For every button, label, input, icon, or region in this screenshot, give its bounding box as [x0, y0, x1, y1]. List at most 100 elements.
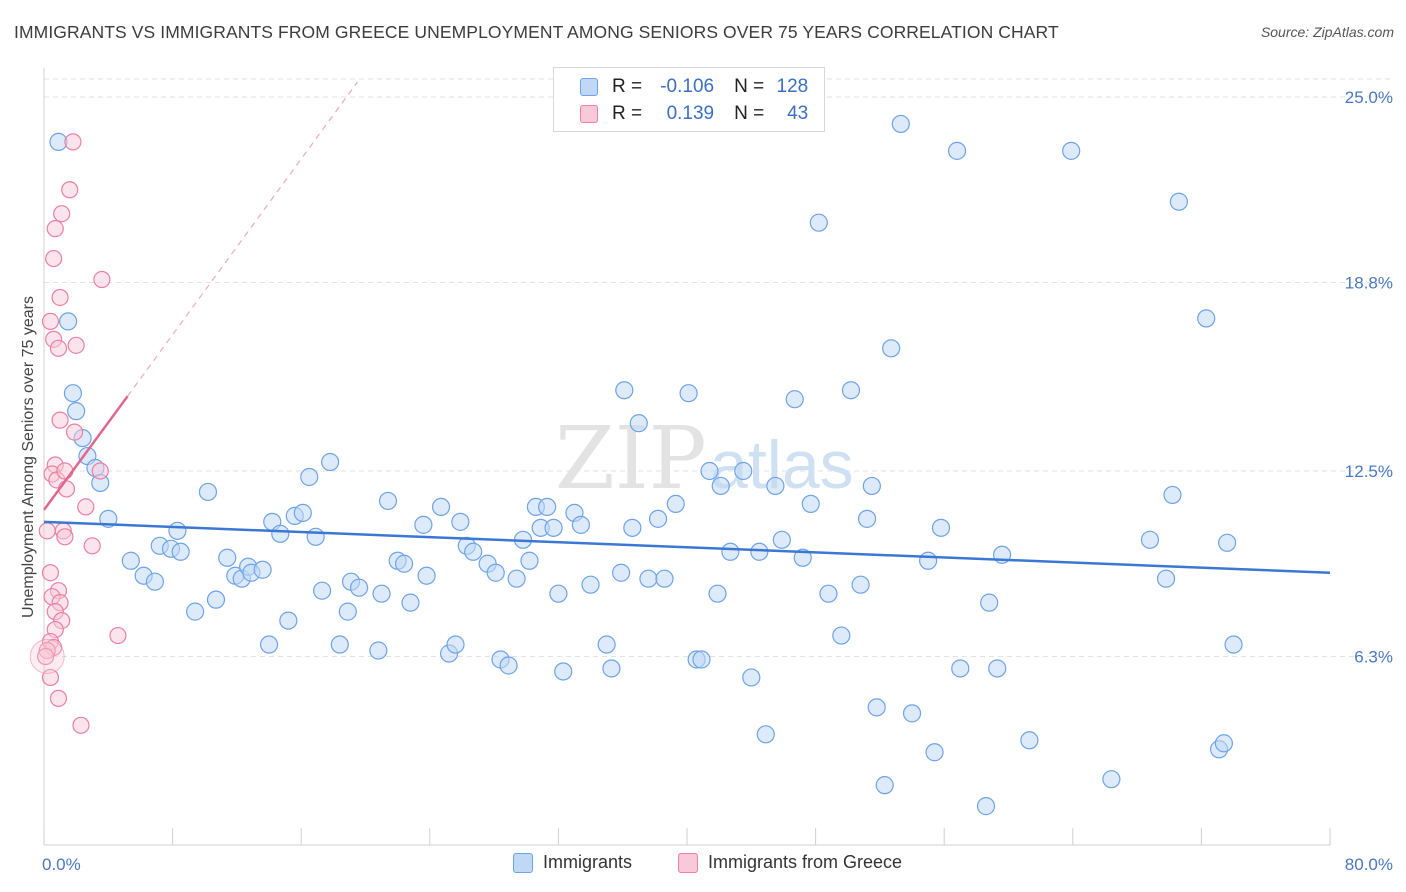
point-immigrants	[857, 509, 877, 528]
point-immigrants	[648, 509, 668, 528]
x-tick-label-max: 80.0%	[1345, 855, 1393, 874]
point-immigrants	[431, 497, 451, 517]
point-immigrants	[809, 213, 828, 232]
point-immigrants	[369, 641, 388, 660]
point-immigrants	[293, 503, 312, 522]
point-immigrants	[259, 635, 279, 654]
point-immigrants	[312, 581, 332, 600]
point-immigrants	[520, 551, 539, 570]
point-immigrants	[271, 524, 290, 543]
point-greece	[51, 288, 69, 307]
point-immigrants	[750, 542, 769, 561]
point-immigrants	[168, 521, 187, 540]
point-immigrants	[976, 797, 996, 816]
point-immigrants	[1169, 192, 1188, 211]
point-greece	[45, 249, 63, 268]
point-immigrants	[756, 725, 775, 744]
point-greece	[53, 205, 71, 223]
point-immigrants	[602, 659, 621, 678]
trend-line-greece-extension	[127, 81, 358, 397]
point-immigrants	[639, 569, 658, 588]
stats-legend: R = -0.106 N = 128 R = 0.139 N = 43	[553, 67, 825, 132]
point-immigrants	[919, 551, 938, 570]
series-legend: Immigrants Immigrants from Greece	[0, 852, 1406, 876]
point-immigrants	[451, 512, 470, 531]
point-immigrants	[655, 569, 674, 588]
point-immigrants	[218, 548, 237, 567]
legend-r-label: R =	[612, 103, 643, 124]
point-greece	[56, 462, 74, 480]
point-immigrants	[597, 635, 616, 654]
axes	[43, 68, 1331, 846]
point-immigrants	[499, 656, 518, 675]
y-tick-label: 12.5%	[1345, 462, 1393, 481]
legend-row-immigrants: R = -0.106 N = 128	[580, 74, 808, 100]
x-tick-label-min: 0.0%	[42, 855, 81, 874]
point-immigrants	[1020, 731, 1039, 750]
point-greece	[91, 462, 109, 480]
point-immigrants	[611, 563, 631, 582]
point-greece	[46, 220, 64, 238]
legend-n-value-greece: 43	[787, 103, 809, 124]
point-immigrants	[330, 635, 349, 654]
point-greece	[49, 689, 68, 707]
point-immigrants	[417, 566, 436, 585]
point-immigrants	[171, 542, 190, 561]
y-tick-label: 25.0%	[1345, 88, 1393, 107]
point-immigrants	[785, 390, 804, 409]
point-immigrants	[666, 494, 685, 514]
legend-swatch-immigrants	[580, 78, 598, 96]
point-greece	[72, 716, 90, 734]
point-immigrants	[708, 584, 727, 603]
point-immigrants	[414, 515, 433, 534]
point-immigrants	[951, 659, 970, 678]
point-immigrants	[464, 542, 483, 561]
trend-lines	[42, 81, 1331, 574]
point-immigrants	[1218, 533, 1237, 552]
legend-r-label: R =	[612, 76, 643, 97]
point-immigrants	[1163, 485, 1182, 505]
point-immigrants	[544, 518, 563, 537]
legend-n-label: N =	[734, 103, 765, 124]
legend-row-greece: R = 0.139 N = 43	[580, 101, 808, 127]
y-axis-label: Unemployment Among Seniors over 75 years	[20, 296, 37, 618]
series-legend-greece[interactable]: Immigrants from Greece	[678, 852, 902, 873]
point-immigrants	[538, 497, 557, 517]
point-immigrants	[1062, 141, 1081, 160]
series-legend-immigrants[interactable]: Immigrants	[513, 852, 632, 873]
point-immigrants	[446, 635, 465, 654]
point-immigrants	[891, 114, 910, 134]
legend-swatch-greece	[580, 105, 598, 123]
point-greece	[67, 336, 85, 354]
trend-line-greece	[42, 395, 129, 511]
point-greece	[37, 647, 55, 666]
point-immigrants	[851, 575, 870, 594]
point-immigrants	[629, 414, 648, 433]
point-greece	[93, 270, 111, 289]
point-immigrants	[692, 650, 711, 669]
point-immigrants	[679, 384, 698, 403]
point-immigrants	[801, 494, 820, 514]
y-tick-label: 18.8%	[1345, 274, 1393, 293]
point-immigrants	[841, 381, 861, 400]
point-immigrants	[145, 572, 165, 591]
point-immigrants	[988, 659, 1007, 678]
legend-r-value-immigrants: -0.106	[660, 76, 715, 97]
series-greece-points	[29, 133, 127, 734]
point-immigrants	[67, 402, 86, 421]
watermark: ZIP atlas	[555, 409, 854, 509]
point-greece	[64, 133, 82, 151]
point-immigrants	[711, 476, 730, 496]
point-greece	[65, 423, 84, 441]
point-greece	[61, 181, 79, 199]
point-immigrants	[206, 590, 226, 609]
point-immigrants	[306, 527, 325, 546]
legend-n-label: N =	[734, 76, 765, 97]
point-immigrants	[734, 461, 753, 481]
point-greece	[38, 522, 56, 540]
point-greece	[56, 528, 74, 546]
point-immigrants	[793, 548, 812, 567]
point-immigrants	[882, 339, 901, 358]
point-immigrants	[947, 141, 967, 160]
trend-line-immigrants	[43, 520, 1331, 574]
